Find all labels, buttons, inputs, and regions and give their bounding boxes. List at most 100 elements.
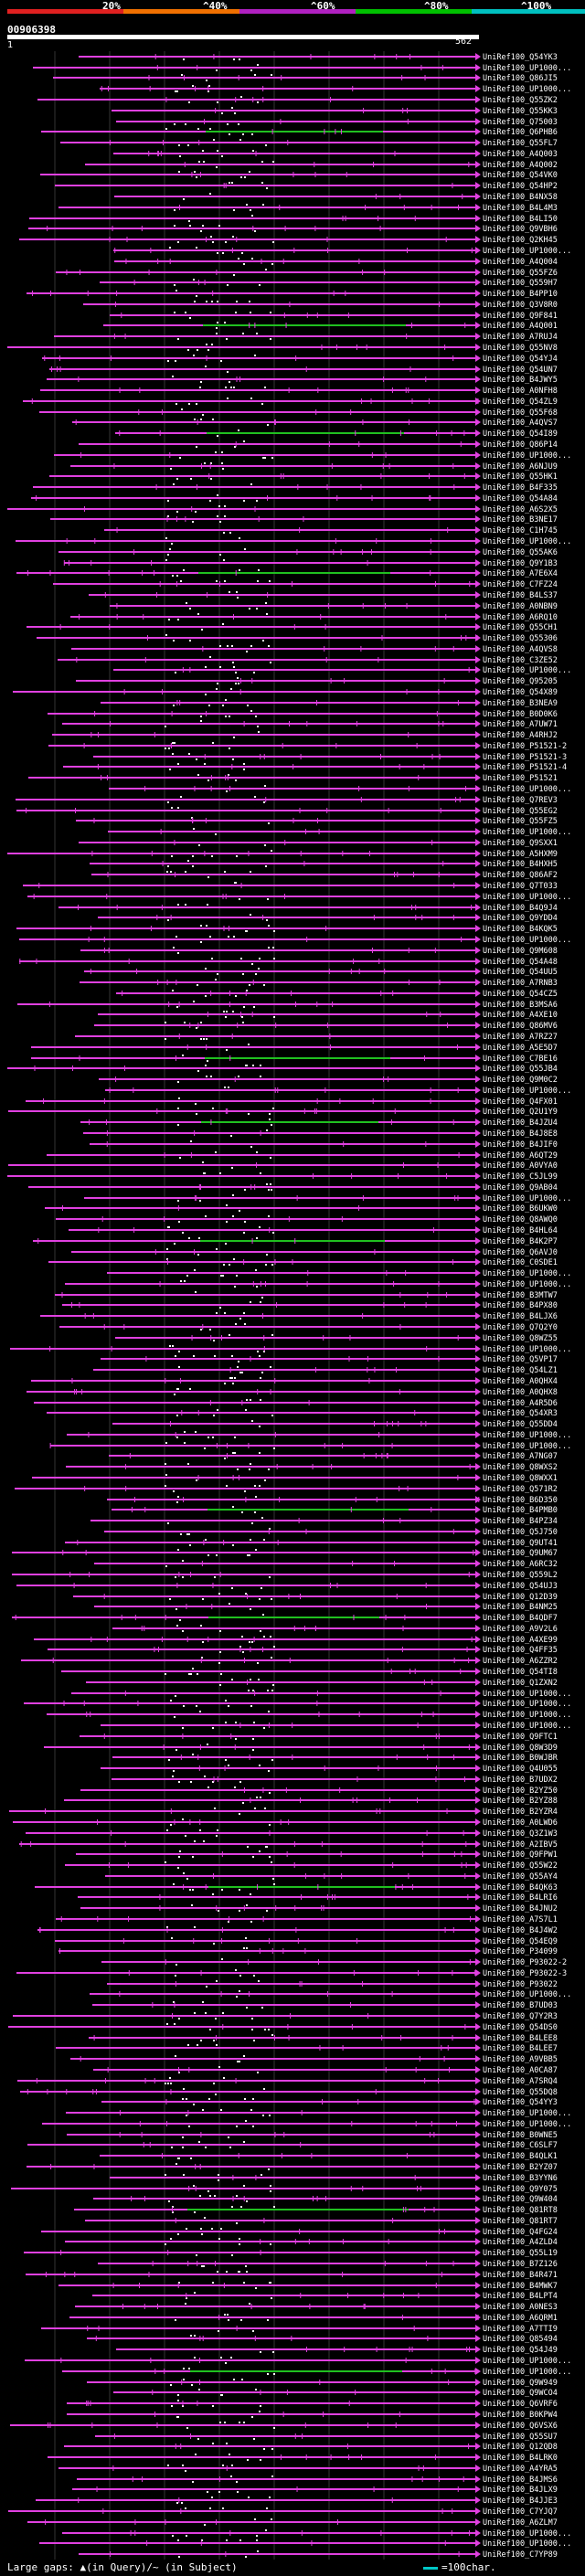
hit-label: UniRef100_UP1000... [483,451,571,461]
mismatch-dot [186,2228,187,2230]
mismatch-dot [173,1883,175,1885]
mismatch-dot [184,1022,186,1023]
mismatch-dot [223,1011,225,1012]
hit-end-arrow [475,850,481,857]
mismatch-dot [224,1383,226,1384]
mismatch-dot [250,710,252,712]
hit-row: UniRef100_B7UDX2 [112,1776,558,1785]
mismatch-dot [225,1722,227,1723]
mismatch-dot [256,1797,258,1798]
hit-label: UniRef100_A4XE10 [483,1011,558,1020]
hit-label: UniRef100_A6QT29 [483,1151,558,1161]
mismatch-dot [261,182,263,184]
mismatch-dot [225,2362,227,2364]
mismatch-dot [250,1679,251,1680]
mismatch-dot [237,677,239,679]
hit-end-arrow [475,462,481,470]
mismatch-dot [238,1076,239,1077]
hit-end-arrow [475,742,481,749]
mismatch-dot [265,865,267,867]
mismatch-dot [257,726,259,727]
mismatch-dot [211,344,213,345]
mismatch-dot [218,2066,220,2068]
hit-row: UniRef100_Q12D39 [73,1593,558,1602]
mismatch-dot [187,349,189,351]
mismatch-dot [184,1280,186,1282]
hit-label: UniRef100_UP1000... [483,1194,571,1203]
mismatch-dot [231,1355,233,1357]
hit-end-arrow [475,1291,481,1299]
mismatch-dot [265,1264,267,1266]
mismatch-dot [231,1167,233,1169]
hit-row: UniRef100_A4ZLD4 [65,2238,558,2247]
mismatch-dot [196,247,197,249]
hit-row: UniRef100_B4LI50 [29,215,558,224]
mismatch-dot [239,1990,240,1992]
mismatch-dot [176,2163,177,2165]
mismatch-dot [200,925,202,927]
hit-row: UniRef100_B0WNE5 [67,2131,558,2140]
mismatch-dot [220,2394,222,2396]
hit-row: UniRef100_Q9Y1B3 [63,559,558,568]
hit-row: UniRef100_Q85494 [87,2335,558,2344]
hit-label: UniRef100_Q54YJ4 [483,355,558,364]
hit-row: UniRef100_Q55NV8 [7,344,558,353]
mismatch-dot [249,608,250,610]
hit-label: UniRef100_Q9AB04 [483,1183,558,1193]
query-id: 00906398 [7,24,56,36]
hit-end-arrow [475,2325,481,2332]
mismatch-dot [170,2083,172,2084]
mismatch-dot [166,1248,168,1250]
mismatch-dot [175,1355,176,1357]
mismatch-dot [250,209,251,211]
mismatch-dot [165,1565,167,1567]
hit-end-arrow [475,1657,481,1664]
mismatch-dot [207,1554,209,1556]
hit-row: UniRef100_Q75003 [116,118,558,127]
hit-row: UniRef100_Q55DD4 [112,1420,558,1429]
mismatch-dot [206,301,207,302]
mismatch-dot [218,1593,220,1595]
mismatch-dot [232,662,234,663]
mismatch-dot [270,338,271,340]
hit-end-arrow [475,613,481,620]
mismatch-dot [169,548,171,550]
mismatch-dot [176,511,178,513]
mismatch-dot [208,705,210,706]
mismatch-dot [223,2077,225,2079]
mismatch-dot [172,376,174,377]
hit-end-arrow [475,699,481,706]
mismatch-dot [229,2454,230,2455]
hit-end-arrow [475,2141,481,2148]
hit-row: UniRef100_A4YRA5 [58,2465,558,2474]
hit-label: UniRef100_Q9Y1B3 [483,559,558,568]
hit-row: UniRef100_UP1000... [109,785,571,794]
hit-row: UniRef100_Q4FG24 [41,2228,558,2237]
mismatch-dot [254,796,256,798]
mismatch-dot [239,569,240,571]
hit-row: UniRef100_Q55FL7 [60,139,558,148]
hit-row: UniRef100_A5HXM9 [7,850,558,859]
hit-row: UniRef100_UP1000... [49,1442,571,1451]
hit-end-arrow [475,634,481,641]
hit-label: UniRef100_Q54EQ9 [483,1937,558,1946]
mismatch-dot [225,1700,227,1701]
hit-row: UniRef100_C5JL99 [7,1172,558,1182]
scale-segment-5 [472,9,585,14]
hit-label: UniRef100_A2IBV5 [483,1840,558,1850]
hit-label: UniRef100_Q6VRF6 [483,2400,558,2409]
mismatch-dot [171,2405,173,2407]
hit-end-arrow [475,1076,481,1083]
hit-row: UniRef100_C0SDE1 [48,1258,558,1267]
mismatch-dot [170,468,172,470]
hit-end-arrow [475,171,481,178]
mismatch-dot [183,569,185,571]
hit-label: UniRef100_Q54HP2 [483,182,558,191]
hit-end-arrow [475,1861,481,1869]
hit-end-arrow [475,2486,481,2493]
hit-label: UniRef100_B4PMB0 [483,1506,558,1515]
hit-label: UniRef100_Q86JI5 [483,74,558,83]
hit-row: UniRef100_P51521-3 [93,753,567,762]
mismatch-dot [185,904,186,906]
hit-label: UniRef100_B3MSA6 [483,1001,558,1010]
